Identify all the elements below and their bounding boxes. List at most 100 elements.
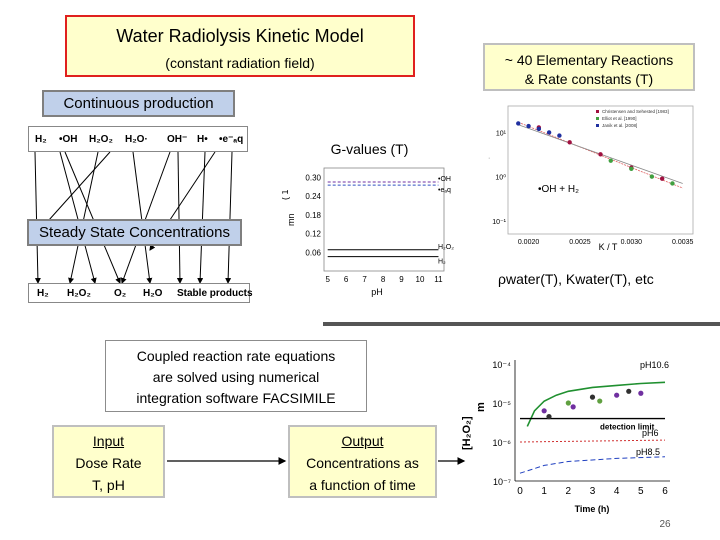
arrow-line <box>34 151 41 284</box>
arrow-line <box>132 151 153 284</box>
gvalues-y-tick: 0.30 <box>305 173 321 182</box>
conc-x-tick: 0 <box>517 486 523 497</box>
input-heading: Input <box>92 433 125 449</box>
output-heading: Output <box>341 433 384 449</box>
conc-data-point <box>589 394 596 400</box>
species-label: Stable products <box>177 288 253 299</box>
gvalues-series-label: •eₐq <box>438 187 451 194</box>
species-label: •e⁻ₐq <box>219 134 244 145</box>
title-subtitle: (constant radiation field) <box>165 55 315 71</box>
rate-legend-entry: Christensen and Sehested [1983] <box>602 109 669 114</box>
rate-x-tick: 0.0030 <box>621 239 643 246</box>
conc-ylabel-fragment: m <box>475 402 487 412</box>
concentration-time-chart: [H₂O₂] m 10⁻⁴ 10⁻⁵ 10⁻⁶ 10⁻⁷ 0 1 2 3 4 5 6 pH10.6… <box>461 360 670 514</box>
conc-data-point <box>541 408 547 414</box>
rate-data-point <box>567 140 572 145</box>
steady-state-label: Steady State Concentrations <box>27 219 242 246</box>
arrow-line <box>59 151 97 284</box>
rate-data-point <box>557 133 562 138</box>
rate-y-tick: 10⁻¹ <box>492 219 506 226</box>
rate-y-tick: 10¹ <box>496 130 507 137</box>
species-label: H₂O· <box>125 134 148 145</box>
species-top-row: H₂ •OH H₂O₂ H₂O· OH⁻ H• •e⁻ₐq <box>28 126 248 152</box>
rate-x-tick: 0.0025 <box>569 239 591 246</box>
arrow-line <box>64 151 121 284</box>
conc-x-tick: 1 <box>541 486 547 497</box>
arrow-line <box>39 151 111 231</box>
rate-data-point <box>536 126 542 132</box>
conc-annotation: pH10.6 <box>640 360 669 370</box>
rate-data-point <box>546 130 552 135</box>
arrow-line <box>68 151 99 284</box>
gvalues-x-tick: 7 <box>362 275 367 284</box>
gvalues-series-label: H₂ <box>438 259 446 266</box>
gvalues-x-tick: 9 <box>399 275 404 284</box>
conc-annotation: detection limit <box>600 423 655 432</box>
gvalues-xlabel: pH <box>371 287 383 297</box>
page-number: 26 <box>659 519 671 530</box>
output-line3: a function of time <box>309 477 416 493</box>
rate-legend-marker <box>596 124 599 127</box>
reactions-box: ~ 40 Elementary Reactions & Rate constan… <box>483 43 695 91</box>
rate-ylabel-fragment: · <box>488 155 490 162</box>
rate-data-point <box>526 123 531 129</box>
species-label: •OH <box>59 134 78 145</box>
input-box: Input Dose Rate T, pH <box>52 425 165 498</box>
gvalues-chart: ( 1 mn 0.30 0.24 0.18 0.12 0.06 5 6 7 8 9 10 11 •O… <box>282 167 454 297</box>
species-label: H₂O₂ <box>89 134 113 145</box>
conc-data-point <box>570 404 576 410</box>
gvalues-x-tick: 10 <box>416 275 425 284</box>
arrow-line <box>176 151 183 284</box>
conc-x-tick: 3 <box>590 486 596 497</box>
coupled-line1: Coupled reaction rate equations <box>136 348 336 364</box>
rate-x-tick: 0.0035 <box>672 239 694 246</box>
conc-x-tick: 6 <box>662 486 668 497</box>
species-label: H₂ <box>37 288 49 299</box>
gvalues-y-tick: 0.12 <box>305 230 321 239</box>
rate-data-point <box>659 176 665 181</box>
rate-data-point <box>598 152 603 157</box>
rate-constant-chart: 10¹ 10⁰ 10⁻¹ 0.0020 0.0025 0.0030 0.0035 Chri… <box>488 105 694 252</box>
conc-series-line <box>519 456 666 474</box>
coupled-line2: are solved using numerical <box>152 369 320 385</box>
input-line3: T, pH <box>92 477 125 493</box>
rate-data-point <box>649 174 655 179</box>
species-label: H₂ <box>35 134 47 145</box>
conc-y-tick: 10⁻⁴ <box>492 360 511 370</box>
coupled-line3: integration software FACSIMILE <box>136 390 336 406</box>
rate-xlabel: K / T <box>599 242 618 252</box>
rate-data-point <box>629 166 634 172</box>
rate-legend-marker <box>596 110 599 113</box>
conc-x-tick: 2 <box>566 486 572 497</box>
gvalues-ylabel-fragment: ( 1 <box>282 189 290 200</box>
conc-ylabel-fragment: [H₂O₂] <box>461 416 473 450</box>
continuous-production-label: Continuous production <box>42 90 235 117</box>
species-label: H• <box>197 134 208 145</box>
conc-y-tick: 10⁻⁵ <box>493 399 512 409</box>
conc-xlabel: Time (h) <box>575 504 610 514</box>
conc-data-point <box>546 414 552 420</box>
rate-legend-entry: Janik et al. [2008] <box>602 123 637 128</box>
rate-data-point <box>608 158 613 163</box>
conc-data-point <box>626 388 632 394</box>
conc-data-point <box>614 392 620 398</box>
rate-data-point <box>670 181 675 186</box>
conc-annotation: pH8.5 <box>636 447 660 457</box>
input-line2: Dose Rate <box>75 455 142 471</box>
gvalues-x-tick: 6 <box>344 275 349 284</box>
conc-x-tick: 4 <box>614 486 620 497</box>
gvalues-y-tick: 0.18 <box>305 211 321 220</box>
species-label: O₂ <box>114 288 127 299</box>
conc-data-point <box>597 398 603 404</box>
gvalues-series-label: •OH <box>438 176 451 183</box>
species-label: OH⁻ <box>167 134 188 145</box>
conc-annotation: pH6 <box>642 428 659 438</box>
gvalues-ylabel-fragment: mn <box>286 213 296 226</box>
rate-plot-frame <box>507 105 694 235</box>
water-properties-label: ρwater(T), Kwater(T), etc <box>498 271 654 287</box>
gvalues-label: G-values (T) <box>323 137 416 162</box>
rate-legend-marker <box>596 117 599 120</box>
section-divider <box>323 322 720 326</box>
arrow-line <box>197 151 206 284</box>
